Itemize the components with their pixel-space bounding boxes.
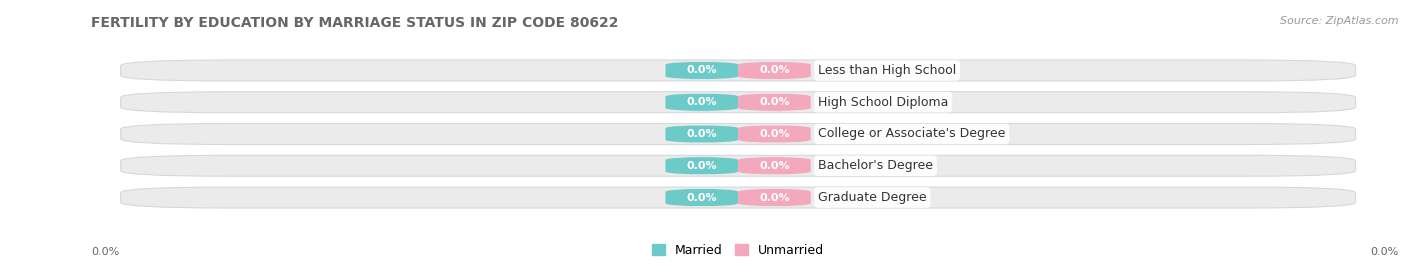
FancyBboxPatch shape [665, 189, 738, 206]
FancyBboxPatch shape [665, 93, 738, 111]
Text: 0.0%: 0.0% [686, 161, 717, 171]
FancyBboxPatch shape [665, 62, 738, 79]
FancyBboxPatch shape [121, 60, 1355, 81]
FancyBboxPatch shape [665, 125, 738, 143]
FancyBboxPatch shape [665, 157, 738, 175]
Text: 0.0%: 0.0% [759, 192, 790, 203]
Text: 0.0%: 0.0% [759, 161, 790, 171]
FancyBboxPatch shape [121, 124, 1355, 144]
Text: 0.0%: 0.0% [686, 129, 717, 139]
Text: 0.0%: 0.0% [686, 192, 717, 203]
FancyBboxPatch shape [738, 189, 811, 206]
Text: 0.0%: 0.0% [686, 97, 717, 107]
Text: 0.0%: 0.0% [759, 97, 790, 107]
Text: 0.0%: 0.0% [686, 65, 717, 76]
Text: 0.0%: 0.0% [759, 65, 790, 76]
FancyBboxPatch shape [121, 92, 1355, 113]
Text: Bachelor's Degree: Bachelor's Degree [818, 159, 934, 172]
FancyBboxPatch shape [738, 157, 811, 175]
Text: Source: ZipAtlas.com: Source: ZipAtlas.com [1281, 16, 1399, 26]
Text: High School Diploma: High School Diploma [818, 96, 949, 109]
FancyBboxPatch shape [738, 62, 811, 79]
Text: 0.0%: 0.0% [759, 129, 790, 139]
FancyBboxPatch shape [121, 187, 1355, 208]
Text: 0.0%: 0.0% [91, 247, 120, 257]
Text: Less than High School: Less than High School [818, 64, 956, 77]
Text: 0.0%: 0.0% [1371, 247, 1399, 257]
Legend: Married, Unmarried: Married, Unmarried [647, 239, 830, 262]
Text: College or Associate's Degree: College or Associate's Degree [818, 128, 1005, 140]
Text: FERTILITY BY EDUCATION BY MARRIAGE STATUS IN ZIP CODE 80622: FERTILITY BY EDUCATION BY MARRIAGE STATU… [91, 16, 619, 30]
FancyBboxPatch shape [738, 125, 811, 143]
FancyBboxPatch shape [121, 155, 1355, 176]
Text: Graduate Degree: Graduate Degree [818, 191, 927, 204]
FancyBboxPatch shape [738, 93, 811, 111]
